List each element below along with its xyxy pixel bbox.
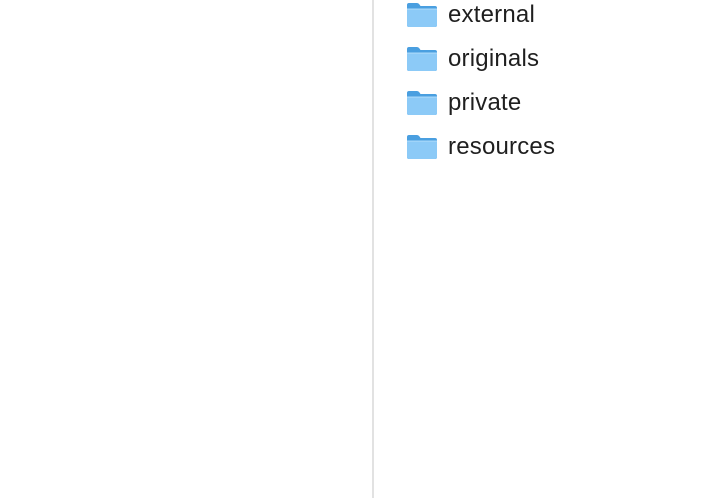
folder-row-originals[interactable]: originals [406, 37, 555, 81]
folder-row-resources[interactable]: resources [406, 125, 555, 169]
folder-row-private[interactable]: private [406, 81, 555, 125]
folder-row-external[interactable]: external [406, 0, 555, 37]
folder-name: private [448, 89, 522, 116]
column-divider[interactable] [372, 0, 374, 498]
right-column[interactable]: external originals [374, 0, 708, 498]
folder-name: resources [448, 133, 556, 160]
folder-list: external originals [406, 0, 555, 169]
folder-name: originals [448, 45, 540, 72]
folder-icon [406, 1, 438, 29]
folder-icon [406, 45, 438, 73]
folder-icon [406, 89, 438, 117]
folder-icon [406, 133, 438, 161]
folder-name: external [448, 1, 535, 28]
left-column[interactable] [0, 0, 372, 498]
